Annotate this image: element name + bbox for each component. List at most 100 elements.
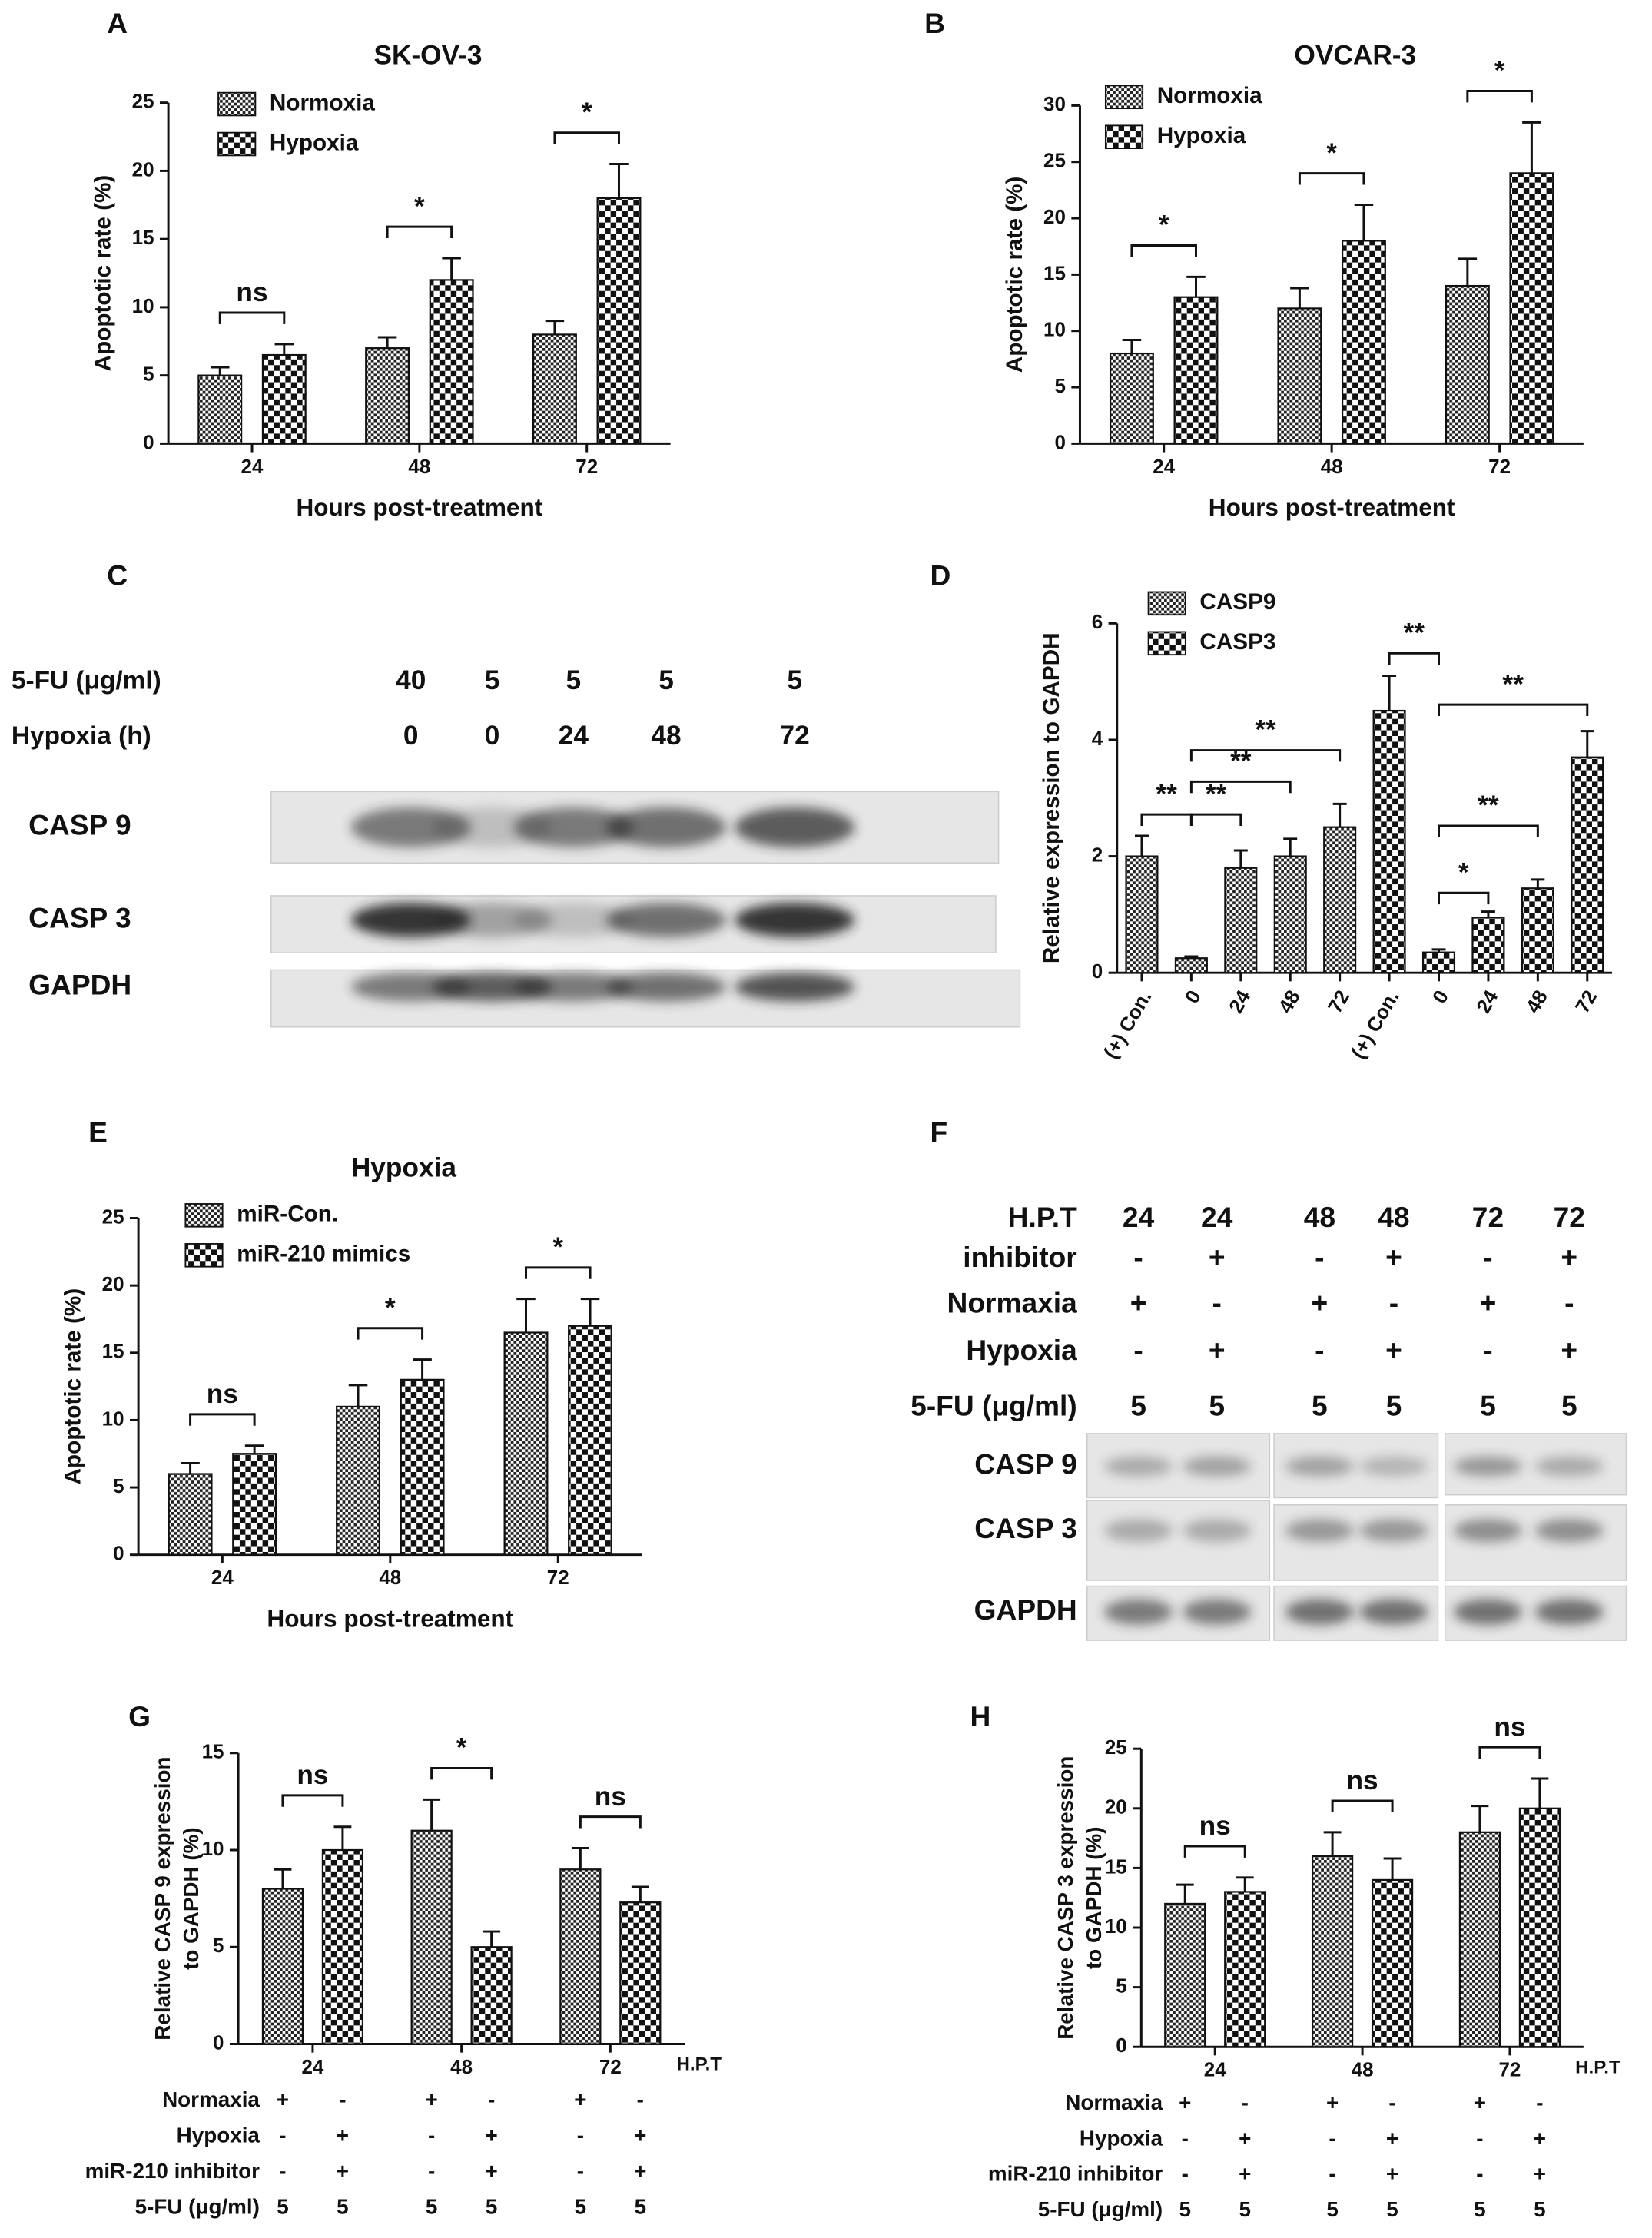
y-axis-label: Apoptotic rate (%) xyxy=(90,175,115,372)
row-value: 5 xyxy=(1312,1389,1328,1421)
error-bar xyxy=(1236,1876,1254,1892)
y-tick-label: 5 xyxy=(113,1474,124,1497)
row-value: 40 xyxy=(396,665,426,695)
bar xyxy=(400,1378,445,1556)
error-bar xyxy=(1382,675,1397,711)
y-tick-label: 20 xyxy=(1105,1795,1127,1819)
condition-label: miR-210 inhibitor xyxy=(85,2159,260,2183)
condition-value: + xyxy=(1534,2126,1546,2150)
significance-bracket xyxy=(1298,172,1365,185)
significance-bracket xyxy=(281,1794,344,1807)
condition-value: - xyxy=(1329,2162,1335,2186)
bar xyxy=(168,1473,213,1556)
condition-value: - xyxy=(1476,2162,1483,2186)
significance-label: ** xyxy=(1502,669,1524,699)
condition-value: + xyxy=(634,2159,646,2183)
row-label: 5-FU (μg/ml) xyxy=(12,666,161,695)
error-bar xyxy=(423,1798,441,1831)
bar xyxy=(1518,1807,1561,2048)
bar xyxy=(410,1829,453,2045)
significance-label: * xyxy=(552,1232,563,1262)
legend-label: Normoxia xyxy=(270,90,375,115)
error-bar xyxy=(1176,1883,1194,1904)
legend-label: Hypoxia xyxy=(270,130,359,155)
bar xyxy=(336,1405,380,1556)
row-value: + xyxy=(1209,1334,1226,1366)
y-tick-label: 15 xyxy=(1043,261,1066,284)
x-tick-label: 48 xyxy=(408,455,430,478)
error-bar xyxy=(1580,730,1594,758)
significance-label: * xyxy=(414,191,425,221)
row-value: - xyxy=(1564,1287,1574,1319)
y-tick-label: 30 xyxy=(1043,92,1066,115)
error-bar xyxy=(1531,1777,1549,1809)
significance-bracket xyxy=(1438,891,1490,905)
y-tick-label: 0 xyxy=(1116,2034,1126,2057)
panel-letter: C xyxy=(107,559,128,592)
legend-label: Normoxia xyxy=(1157,83,1262,108)
legend-label: CASP3 xyxy=(1199,629,1275,655)
significance-label: ns xyxy=(236,277,267,307)
bar xyxy=(503,1331,549,1556)
significance-label: ns xyxy=(1347,1766,1378,1795)
band xyxy=(606,807,727,847)
row-value: 5 xyxy=(1130,1389,1146,1421)
y-tick-label: 10 xyxy=(1105,1915,1127,1938)
condition-value: + xyxy=(1534,2162,1546,2186)
legend-swatch xyxy=(217,91,257,117)
panel-letter: H xyxy=(970,1700,991,1732)
band xyxy=(513,903,634,937)
band xyxy=(735,903,855,937)
band-label: CASP 3 xyxy=(28,901,131,933)
row-value: 48 xyxy=(651,721,681,751)
significance-bracket xyxy=(1140,813,1193,826)
error-bar xyxy=(1184,955,1199,959)
legend-swatch xyxy=(184,1203,224,1228)
condition-value: 5 xyxy=(1239,2197,1250,2221)
condition-value: + xyxy=(574,2087,586,2111)
x-tick-label: 0 xyxy=(1180,986,1206,1008)
x-tick-label: 72 xyxy=(1498,2058,1521,2081)
x-tick-label: 72 xyxy=(599,2055,622,2078)
error-bar xyxy=(545,320,565,335)
error-bar xyxy=(348,1384,368,1407)
condition-value: - xyxy=(1476,2126,1483,2150)
x-axis-label: Hours post-treatment xyxy=(296,493,542,521)
panel-letter: E xyxy=(88,1116,108,1148)
error-bar xyxy=(1332,802,1347,827)
error-bar xyxy=(1283,837,1298,857)
bar xyxy=(197,374,243,445)
bar xyxy=(429,279,474,445)
band xyxy=(1359,1599,1428,1625)
row-value: - xyxy=(1133,1241,1143,1273)
significance-label: * xyxy=(456,1733,467,1763)
legend-label: miR-Con. xyxy=(237,1202,338,1227)
band xyxy=(606,973,727,1002)
bar xyxy=(232,1453,277,1556)
y-tick-label: 10 xyxy=(102,1407,124,1430)
y-tick-label: 15 xyxy=(102,1340,124,1363)
y-tick-label: 0 xyxy=(113,1542,124,1565)
y-axis-label: Relative CASP 3 expression xyxy=(1053,1756,1077,2040)
y-tick-label: 25 xyxy=(132,90,154,113)
bar xyxy=(1521,887,1554,974)
x-tick-label: 24 xyxy=(1224,986,1256,1017)
y-tick-label: 10 xyxy=(202,1837,224,1860)
bar xyxy=(596,197,642,445)
significance-label: * xyxy=(1494,56,1505,86)
bar xyxy=(261,353,307,445)
bar xyxy=(261,1888,304,2045)
band xyxy=(1285,1599,1354,1625)
condition-value: 5 xyxy=(1474,2197,1485,2221)
error-bar xyxy=(571,1846,589,1870)
condition-value: 5 xyxy=(575,2194,586,2218)
row-value: + xyxy=(1480,1287,1497,1319)
condition-value: + xyxy=(634,2124,646,2147)
row-value: 72 xyxy=(780,721,810,751)
condition-value: 5 xyxy=(635,2194,646,2218)
band xyxy=(1534,1599,1604,1625)
significance-label: * xyxy=(1458,857,1469,887)
legend-swatch xyxy=(1104,124,1144,150)
panel-letter: F xyxy=(930,1116,948,1148)
